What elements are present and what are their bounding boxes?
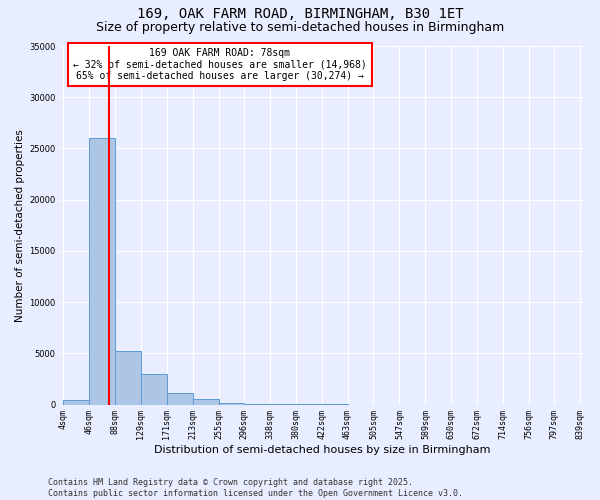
- Bar: [141, 374, 167, 404]
- Bar: [115, 352, 141, 405]
- Text: 169 OAK FARM ROAD: 78sqm
← 32% of semi-detached houses are smaller (14,968)
65% : 169 OAK FARM ROAD: 78sqm ← 32% of semi-d…: [73, 48, 367, 81]
- Y-axis label: Number of semi-detached properties: Number of semi-detached properties: [15, 129, 25, 322]
- Bar: [219, 403, 244, 404]
- Bar: [89, 138, 115, 404]
- X-axis label: Distribution of semi-detached houses by size in Birmingham: Distribution of semi-detached houses by …: [154, 445, 490, 455]
- Bar: [64, 400, 89, 404]
- Text: Contains HM Land Registry data © Crown copyright and database right 2025.
Contai: Contains HM Land Registry data © Crown c…: [48, 478, 463, 498]
- Bar: [167, 394, 193, 404]
- Text: 169, OAK FARM ROAD, BIRMINGHAM, B30 1ET: 169, OAK FARM ROAD, BIRMINGHAM, B30 1ET: [137, 8, 463, 22]
- Text: Size of property relative to semi-detached houses in Birmingham: Size of property relative to semi-detach…: [96, 21, 504, 34]
- Bar: [193, 400, 219, 404]
